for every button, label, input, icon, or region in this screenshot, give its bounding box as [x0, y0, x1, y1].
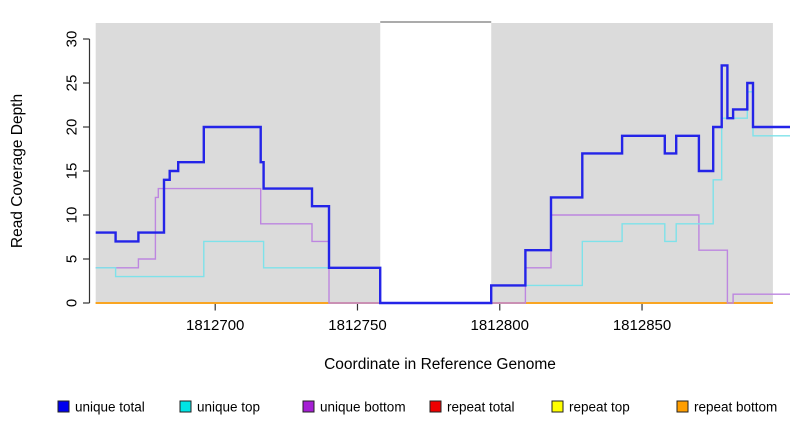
- legend-item-unique-top: unique top: [179, 400, 260, 415]
- read-region-shading-0: [95, 23, 381, 304]
- y-tick-label: 5: [64, 255, 81, 263]
- x-tick-label: 1812800: [471, 317, 529, 334]
- y-tick-label: 25: [64, 75, 81, 92]
- legend-swatch-unique-bottom: [302, 400, 315, 413]
- y-tick-label: 20: [64, 119, 81, 136]
- legend-label: repeat bottom: [694, 400, 777, 415]
- y-axis-title: Read Coverage Depth: [9, 94, 26, 248]
- read-region-shading-1: [491, 23, 773, 304]
- y-tick-label: 0: [64, 299, 81, 307]
- legend-label: repeat total: [447, 400, 515, 415]
- legend-swatch-unique-total: [57, 400, 70, 413]
- x-axis-title: Coordinate in Reference Genome: [324, 356, 556, 373]
- legend-swatch-repeat-total: [429, 400, 442, 413]
- x-tick-label: 1812850: [613, 317, 671, 334]
- y-tick-label: 10: [64, 207, 81, 224]
- unique-total-line: [95, 64, 790, 305]
- legend-item-repeat-top: repeat top: [551, 400, 630, 415]
- legend-item-unique-bottom: unique bottom: [302, 400, 406, 415]
- x-tick-label: 1812750: [328, 317, 386, 334]
- legend-item-unique-total: unique total: [57, 400, 145, 415]
- unique-bottom-line: [95, 187, 790, 304]
- y-tick-label: 15: [64, 163, 81, 180]
- legend-label: unique bottom: [320, 400, 406, 415]
- legend-swatch-repeat-bottom: [676, 400, 689, 413]
- legend-label: repeat top: [569, 400, 630, 415]
- legend-label: unique top: [197, 400, 260, 415]
- legend-item-repeat-total: repeat total: [429, 400, 515, 415]
- y-tick-label: 30: [64, 31, 81, 48]
- legend-swatch-repeat-top: [551, 400, 564, 413]
- unique-top-line: [95, 91, 790, 304]
- legend-label: unique total: [75, 400, 145, 415]
- legend-swatch-unique-top: [179, 400, 192, 413]
- legend-item-repeat-bottom: repeat bottom: [676, 400, 777, 415]
- x-tick-label: 1812700: [186, 317, 244, 334]
